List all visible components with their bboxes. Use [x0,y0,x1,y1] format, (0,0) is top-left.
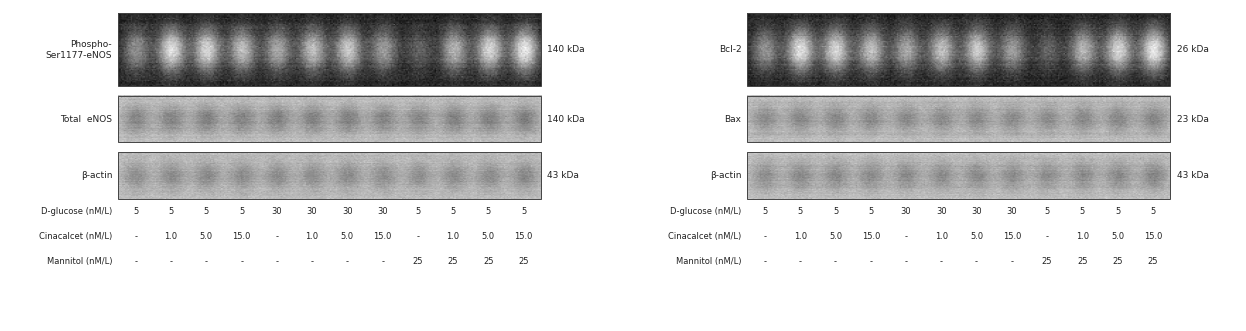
Text: 26 kDa: 26 kDa [1176,45,1209,54]
Text: -: - [135,232,137,241]
Text: 5: 5 [415,207,420,216]
Text: 23 kDa: 23 kDa [1176,115,1209,124]
Text: -: - [310,257,314,266]
Text: 25: 25 [412,257,424,266]
Text: Bax: Bax [724,115,741,124]
Text: β-actin: β-actin [81,171,112,180]
Text: Total  eNOS: Total eNOS [60,115,112,124]
Text: 30: 30 [901,207,911,216]
Text: 5: 5 [1080,207,1085,216]
Text: 5.0: 5.0 [971,232,983,241]
Text: 5: 5 [1044,207,1049,216]
Text: 30: 30 [343,207,353,216]
Text: 25: 25 [1077,257,1088,266]
Text: -: - [135,257,137,266]
Text: 5: 5 [133,207,138,216]
Text: Mannitol (nM/L): Mannitol (nM/L) [675,257,741,266]
Text: 15.0: 15.0 [1144,232,1163,241]
Text: Mannitol (nM/L): Mannitol (nM/L) [46,257,112,266]
Text: -: - [346,257,349,266]
Text: 5: 5 [451,207,456,216]
Text: 30: 30 [378,207,388,216]
Text: -: - [764,232,766,241]
Text: 5: 5 [203,207,209,216]
Text: 1.0: 1.0 [446,232,460,241]
Text: 5: 5 [763,207,768,216]
Text: 25: 25 [1148,257,1158,266]
Text: 5: 5 [521,207,526,216]
Text: D-glucose (nM/L): D-glucose (nM/L) [41,207,112,216]
Text: 30: 30 [1007,207,1017,216]
Text: -: - [870,257,872,266]
Text: -: - [204,257,208,266]
Text: -: - [905,257,907,266]
Text: 25: 25 [1113,257,1123,266]
Text: 5.0: 5.0 [341,232,354,241]
Text: 1.0: 1.0 [934,232,948,241]
Text: 5.0: 5.0 [199,232,213,241]
Text: β-actin: β-actin [710,171,741,180]
Text: 5: 5 [1150,207,1155,216]
Text: 15.0: 15.0 [515,232,533,241]
Text: -: - [416,232,420,241]
Text: 5.0: 5.0 [829,232,842,241]
Text: -: - [939,257,943,266]
Text: Bcl-2: Bcl-2 [719,45,741,54]
Bar [118,152,541,199]
Text: -: - [381,257,384,266]
Bar [118,13,541,86]
Text: 25: 25 [447,257,459,266]
Text: -: - [1045,232,1049,241]
Text: 5: 5 [239,207,244,216]
Text: Cinacalcet (nM/L): Cinacalcet (nM/L) [668,232,741,241]
Text: 5: 5 [1115,207,1120,216]
Text: 140 kDa: 140 kDa [547,45,584,54]
Text: Cinacalcet (nM/L): Cinacalcet (nM/L) [39,232,112,241]
Text: 25: 25 [483,257,493,266]
Text: 30: 30 [936,207,947,216]
Text: 5: 5 [868,207,873,216]
Text: -: - [275,257,278,266]
Text: Phospho-
Ser1177-eNOS: Phospho- Ser1177-eNOS [46,40,112,60]
Text: 1.0: 1.0 [1075,232,1089,241]
Text: 30: 30 [272,207,282,216]
Text: -: - [799,257,802,266]
Text: 1.0: 1.0 [305,232,319,241]
Text: 15.0: 15.0 [374,232,391,241]
Bar [748,13,1170,86]
Text: -: - [169,257,173,266]
Text: 5: 5 [486,207,491,216]
Text: 25: 25 [1042,257,1053,266]
Text: -: - [905,232,907,241]
Text: 15.0: 15.0 [862,232,880,241]
Text: 15.0: 15.0 [233,232,250,241]
Text: -: - [1011,257,1013,266]
Bar [748,152,1170,199]
Bar [748,96,1170,142]
Text: 140 kDa: 140 kDa [547,115,584,124]
Bar [118,96,541,142]
Text: 5: 5 [168,207,173,216]
Text: 1.0: 1.0 [164,232,178,241]
Text: 15.0: 15.0 [1003,232,1020,241]
Text: 30: 30 [972,207,982,216]
Text: 30: 30 [307,207,318,216]
Text: -: - [240,257,243,266]
Text: -: - [976,257,978,266]
Text: -: - [764,257,766,266]
Text: 43 kDa: 43 kDa [1176,171,1209,180]
Text: D-glucose (nM/L): D-glucose (nM/L) [670,207,741,216]
Text: 25: 25 [518,257,528,266]
Text: -: - [834,257,837,266]
Text: 43 kDa: 43 kDa [547,171,579,180]
Text: 5: 5 [832,207,839,216]
Text: 5.0: 5.0 [1111,232,1124,241]
Text: 5.0: 5.0 [482,232,495,241]
Text: 5: 5 [797,207,802,216]
Text: -: - [275,232,278,241]
Text: 1.0: 1.0 [794,232,807,241]
